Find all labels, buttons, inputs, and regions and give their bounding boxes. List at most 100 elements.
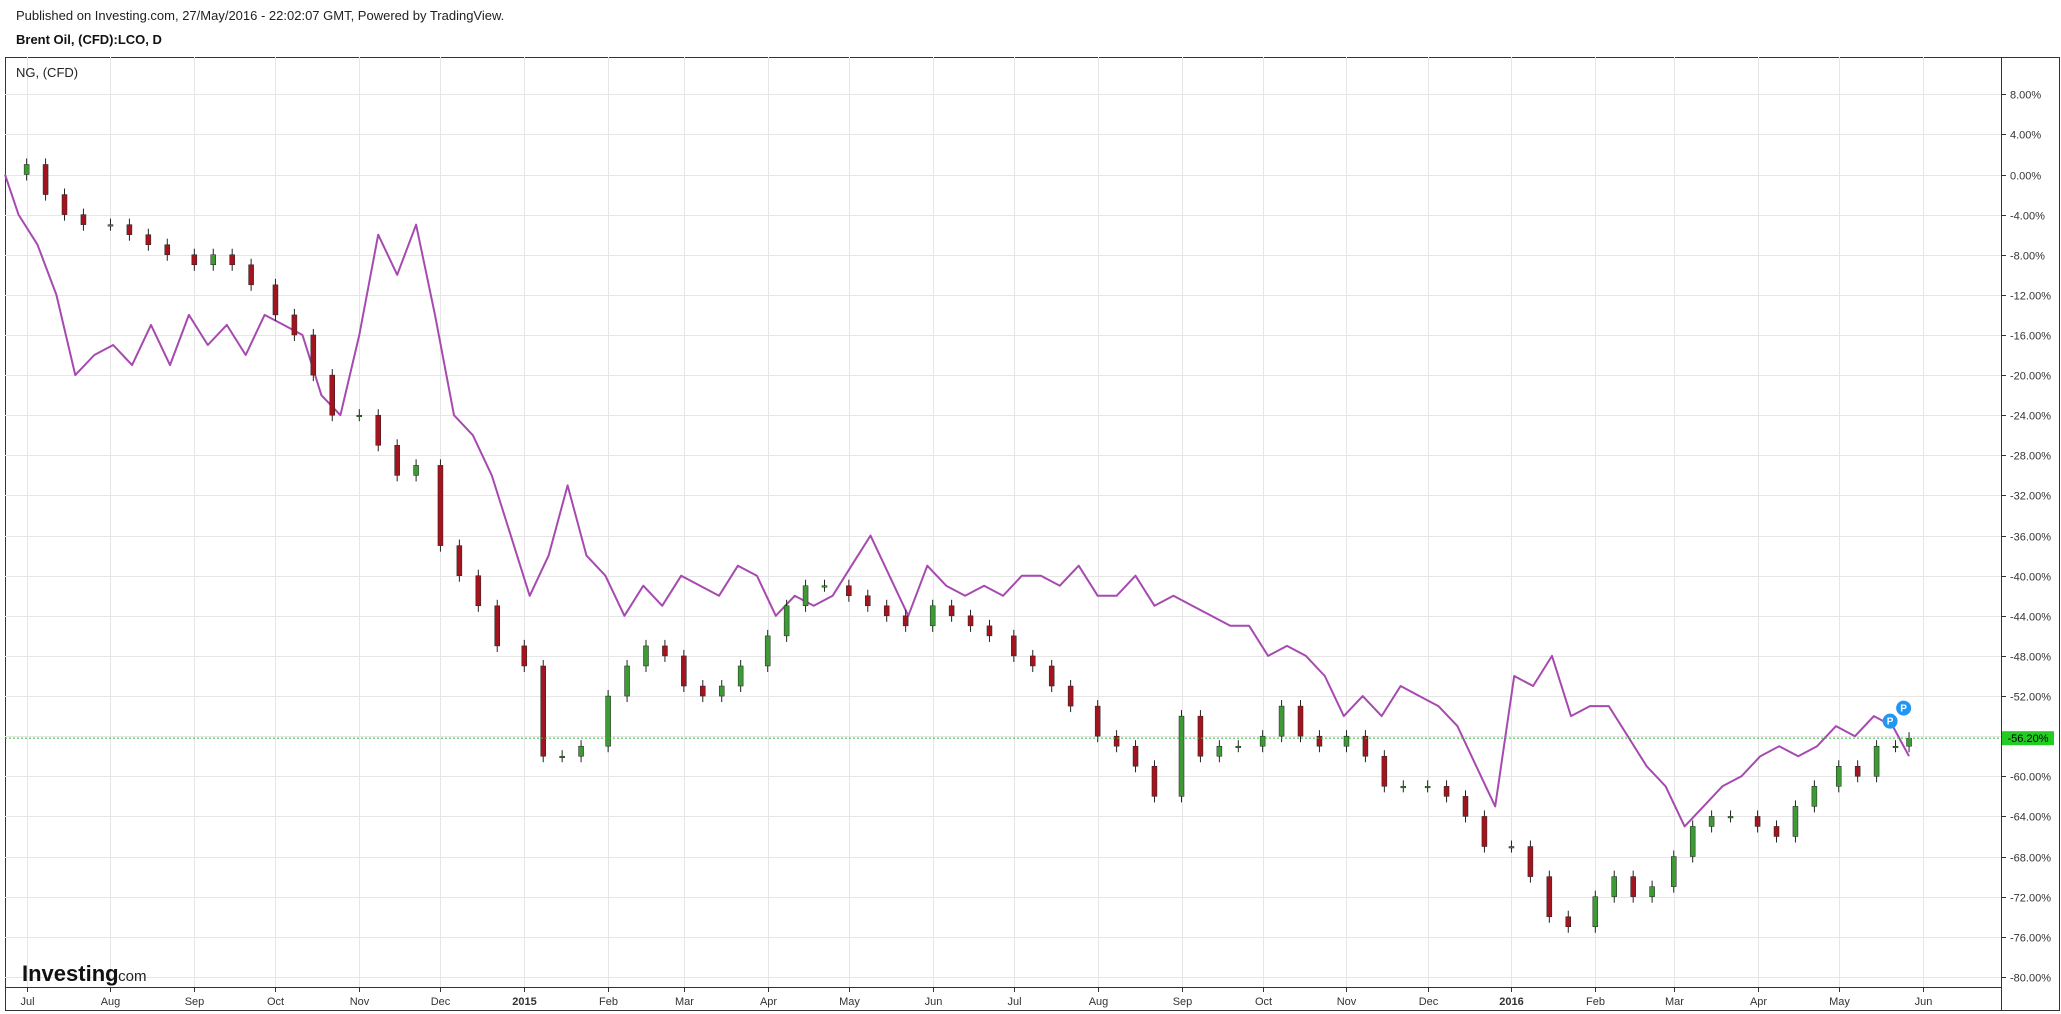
candle [1343,730,1350,753]
y-tick-label: -68.00% [2010,853,2051,865]
x-tick-label: Jul [1007,996,1021,1008]
candle-series [23,158,1912,933]
candle [1565,910,1572,933]
candle-body [1259,735,1266,747]
candle [1362,730,1369,763]
price-axis[interactable]: 8.00% 4.00% 0.00% -4.00% -8.00% -12.00% -16.00… [2001,90,2051,985]
candle-body [494,605,500,647]
candle [605,690,611,753]
candle [643,639,649,672]
candle [1094,700,1101,743]
y-tick-label: 8.00% [2010,90,2041,102]
candle-body [1235,745,1242,748]
x-tick-label: Feb [1586,996,1605,1008]
x-tick-label: Sep [185,996,205,1008]
chart-frame [5,57,2060,1011]
candle [1178,710,1185,803]
candle [1151,760,1158,803]
marker-layer: PP [1882,700,1912,729]
candle-body [145,234,152,245]
candle-body [1873,745,1880,777]
candle-body [1316,735,1323,747]
x-tick-label: Feb [599,996,618,1008]
candle-body [248,264,254,286]
candle [1689,820,1696,863]
candle [929,599,936,632]
candle [1030,649,1036,672]
x-tick-label: Dec [431,996,451,1008]
candle-body [540,665,546,757]
candle [1670,850,1677,893]
last-value-line: -56.20% [5,731,2054,746]
candle [1508,840,1515,853]
candle-body [1811,786,1818,807]
candle-body [1854,766,1861,777]
candle-body [578,745,584,757]
p-marker: P [1882,713,1898,729]
candle [61,188,68,221]
candle-body [310,334,317,376]
candle-body [61,194,68,215]
compare-legend: NG, (CFD) [16,65,78,80]
candle-body [1649,886,1655,897]
candle [1727,810,1734,823]
candle-body [1611,876,1617,897]
candle [310,328,317,382]
y-tick-label: -24.00% [2010,411,2051,423]
candle-body [948,605,955,617]
candle-body [662,645,668,657]
candle [737,659,744,693]
candle-body [475,575,482,607]
candle [1381,750,1388,793]
candle [413,459,419,482]
logo-text: Investing [22,961,119,986]
y-tick-label: -32.00% [2010,491,2051,503]
candle [578,740,584,763]
x-tick-label: Aug [1089,996,1109,1008]
candle-body [394,445,400,476]
candle [1113,730,1120,753]
candle-body [737,665,744,687]
candle-body [1773,826,1780,837]
candle [802,579,809,612]
candle [1048,659,1055,693]
x-tick-label: Sep [1173,996,1193,1008]
candle-body [1527,846,1534,877]
candle [1216,740,1223,763]
candle [1811,780,1818,813]
candle-body [521,645,528,667]
candle-body [1481,816,1488,847]
candle-body [329,374,336,416]
y-tick-label: 4.00% [2010,130,2041,142]
p-marker: P [1896,700,1912,716]
candle [718,680,725,703]
x-tick-label: Jun [1915,996,1933,1008]
y-tick-label: -28.00% [2010,451,2051,463]
candle-body [1424,786,1431,789]
candle [210,248,217,271]
candle-body [1216,745,1223,757]
time-axis[interactable]: Jul Aug Sep Oct Nov Dec 2015 Feb Mar Apr May Jun Jul… [20,987,1932,1008]
candle [23,158,30,181]
candle-body [700,685,706,697]
candle [191,248,198,271]
candle-body [605,695,611,747]
candle-body [1178,715,1185,797]
candle [1481,810,1488,853]
candle-body [1011,635,1017,657]
candle-body [164,244,171,255]
candle [1462,790,1469,823]
candle [1424,780,1431,793]
candle-body [764,635,771,667]
candle-body [375,414,381,446]
candle-body [1151,766,1158,797]
candle [1132,740,1139,773]
candle [1546,870,1553,923]
candle-body [413,465,419,476]
candle-body [1630,876,1636,897]
candle [456,539,463,582]
candle-body [624,665,630,697]
candle-body [883,605,890,617]
candle-body [1094,705,1101,737]
